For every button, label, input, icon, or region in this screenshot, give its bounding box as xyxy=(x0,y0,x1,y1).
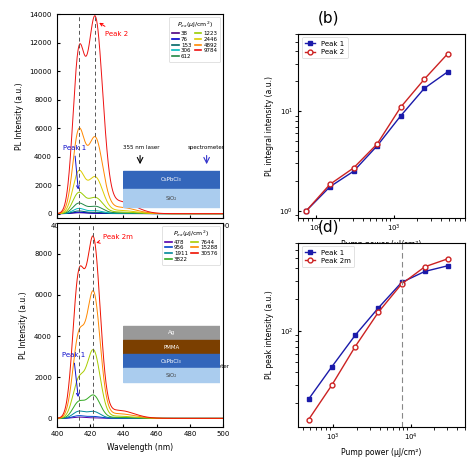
Peak 2 xyxy=(303,208,309,214)
Peak 1 xyxy=(398,113,403,119)
Peak 2 xyxy=(374,141,380,147)
Peak 1 xyxy=(374,143,380,149)
Text: Peak 1: Peak 1 xyxy=(63,145,86,189)
Line: Peak 1: Peak 1 xyxy=(306,263,450,401)
Peak 2m xyxy=(306,417,311,422)
Line: Peak 1: Peak 1 xyxy=(304,69,450,213)
Peak 1 xyxy=(352,333,358,338)
Y-axis label: PL Intensity (a.u.): PL Intensity (a.u.) xyxy=(19,291,28,358)
Legend: 38, 76, 153, 306, 612, 1223, 2446, 4892, 9784: 38, 76, 153, 306, 612, 1223, 2446, 4892,… xyxy=(169,17,220,62)
Text: (b): (b) xyxy=(318,11,339,26)
Text: 355 nm laser: 355 nm laser xyxy=(129,364,166,368)
Peak 2m xyxy=(329,383,335,388)
Peak 2 xyxy=(327,182,333,187)
Peak 1 xyxy=(399,280,404,285)
X-axis label: Wavelength (nm): Wavelength (nm) xyxy=(107,443,173,452)
Peak 1 xyxy=(329,364,335,370)
Text: Peak 1: Peak 1 xyxy=(62,352,85,396)
Peak 1 xyxy=(445,69,451,74)
Peak 1 xyxy=(445,263,451,269)
Y-axis label: PL integral intensity (a.u.): PL integral intensity (a.u.) xyxy=(265,76,274,176)
Peak 2 xyxy=(351,165,356,171)
Peak 1 xyxy=(422,269,428,274)
Text: spectrometer: spectrometer xyxy=(187,145,224,150)
Peak 1 xyxy=(303,208,309,214)
Text: spectrometer: spectrometer xyxy=(193,364,230,368)
Peak 1 xyxy=(351,168,356,174)
Peak 1 xyxy=(306,396,311,402)
Y-axis label: PL Intensity (a.u.): PL Intensity (a.u.) xyxy=(15,82,24,150)
Peak 2 xyxy=(421,76,427,82)
Peak 1 xyxy=(327,184,333,190)
Text: Peak 2: Peak 2 xyxy=(100,23,128,36)
Legend: Peak 1, Peak 2m: Peak 1, Peak 2m xyxy=(301,246,355,267)
Peak 2m xyxy=(399,281,404,287)
X-axis label: Pump power (μJ/cm²): Pump power (μJ/cm²) xyxy=(341,448,421,457)
Peak 2 xyxy=(398,104,403,110)
Legend: 478, 956, 1911, 3822, 7644, 15288, 30576: 478, 956, 1911, 3822, 7644, 15288, 30576 xyxy=(162,226,220,265)
X-axis label: Wavelength (nm): Wavelength (nm) xyxy=(107,234,173,243)
Peak 1 xyxy=(421,86,427,91)
Peak 1 xyxy=(375,305,381,311)
Peak 2m xyxy=(445,256,451,262)
Line: Peak 2: Peak 2 xyxy=(304,51,450,213)
X-axis label: Pump power (μJ/cm²): Pump power (μJ/cm²) xyxy=(341,240,421,249)
Y-axis label: PL peak intensity (a.u.): PL peak intensity (a.u.) xyxy=(265,290,274,379)
Text: Peak 2m: Peak 2m xyxy=(97,234,133,243)
Line: Peak 2m: Peak 2m xyxy=(306,256,450,422)
Peak 2m xyxy=(422,264,428,270)
Text: (d): (d) xyxy=(318,219,339,235)
Peak 2 xyxy=(445,51,451,56)
Peak 2m xyxy=(352,344,358,350)
Text: 355 nm laser: 355 nm laser xyxy=(123,145,159,150)
Legend: Peak 1, Peak 2: Peak 1, Peak 2 xyxy=(301,37,348,58)
Peak 2m xyxy=(375,310,381,315)
